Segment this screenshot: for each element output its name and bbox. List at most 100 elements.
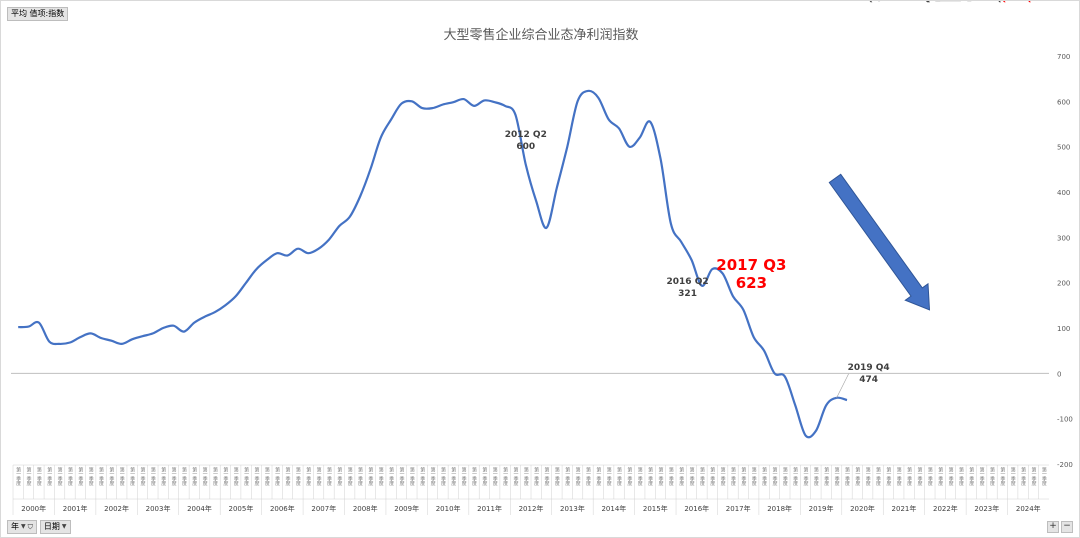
quarter-tick-label: 第一季度 xyxy=(844,466,850,487)
quarter-tick-label: 第一季度 xyxy=(720,466,726,487)
expand-collapse-buttons: + − xyxy=(1047,521,1073,533)
year-tick-label: 2017年 xyxy=(726,504,751,513)
quarter-tick-label: 第一季度 xyxy=(233,466,239,487)
quarter-tick-label: 第一季度 xyxy=(171,466,177,487)
quarter-tick-label: 第一季度 xyxy=(409,466,415,487)
annotation-label: 2016 Q2 xyxy=(667,277,709,287)
year-tick-label: 2007年 xyxy=(311,504,336,513)
y-tick-label: 100 xyxy=(1057,325,1070,333)
quarter-tick-label: 第一季度 xyxy=(658,466,664,487)
year-tick-label: 2023年 xyxy=(974,504,999,513)
quarter-tick-label: 第一季度 xyxy=(896,466,902,487)
quarter-tick-label: 第一季度 xyxy=(378,466,384,487)
y-tick-label: -200 xyxy=(1057,461,1073,469)
axis-field-buttons: 年 ▼ ⛉ 日期 ▼ xyxy=(7,520,71,534)
quarter-tick-label: 第一季度 xyxy=(544,466,550,487)
quarter-tick-label: 第一季度 xyxy=(512,466,518,487)
y-tick-label: 300 xyxy=(1057,234,1070,242)
quarter-tick-label: 第一季度 xyxy=(471,466,477,487)
annotation-label: 2019 Q4 xyxy=(848,363,890,373)
quarter-tick-label: 第一季度 xyxy=(751,466,757,487)
quarter-tick-label: 第一季度 xyxy=(36,466,42,487)
quarter-tick-label: 第一季度 xyxy=(865,466,871,487)
quarter-tick-label: 第一季度 xyxy=(295,466,301,487)
annotation-label: 2012 Q2 xyxy=(505,130,547,140)
quarter-tick-label: 第一季度 xyxy=(554,466,560,487)
annotation-value: 474 xyxy=(859,375,878,385)
quarter-tick-label: 第一季度 xyxy=(1041,466,1047,487)
quarter-tick-label: 第一季度 xyxy=(222,466,228,487)
quarter-tick-label: 第一季度 xyxy=(129,466,135,487)
annotation-label: 2023 Q1 xyxy=(966,1,1008,4)
quarter-tick-label: 第一季度 xyxy=(202,466,208,487)
quarter-tick-label: 第一季度 xyxy=(264,466,270,487)
year-tick-label: 2015年 xyxy=(643,504,668,513)
quarter-tick-label: 第一季度 xyxy=(989,466,995,487)
quarter-tick-label: 第一季度 xyxy=(606,466,612,487)
quarter-tick-label: 第一季度 xyxy=(440,466,446,487)
annotation-value: 193 xyxy=(851,1,870,4)
value-field-button[interactable]: 平均 值项:指数 xyxy=(7,7,69,21)
quarter-tick-label: 第一季度 xyxy=(119,466,125,487)
year-tick-label: 2002年 xyxy=(104,504,129,513)
quarter-tick-label: 第一季度 xyxy=(616,466,622,487)
year-tick-label: 2006年 xyxy=(270,504,295,513)
quarter-tick-label: 第一季度 xyxy=(243,466,249,487)
quarter-tick-label: 第一季度 xyxy=(771,466,777,487)
date-field-button[interactable]: 日期 ▼ xyxy=(39,520,71,534)
year-tick-label: 2010年 xyxy=(436,504,461,513)
quarter-tick-label: 第一季度 xyxy=(803,466,809,487)
annotation-value: -59 xyxy=(1011,1,1027,4)
quarter-tick-label: 第一季度 xyxy=(740,466,746,487)
quarter-tick-label: 第一季度 xyxy=(461,466,467,487)
quarter-tick-label: 第一季度 xyxy=(347,466,353,487)
quarter-tick-label: 第一季度 xyxy=(1020,466,1026,487)
annotation-value: -137 xyxy=(904,1,927,4)
quarter-tick-label: 第一季度 xyxy=(150,466,156,487)
filter-icon: ⛉ xyxy=(27,523,33,531)
annotation-label: 2023Q4 xyxy=(974,1,1013,4)
year-tick-label: 2022年 xyxy=(933,504,958,513)
annotation-leader-line xyxy=(836,373,849,398)
quarter-tick-label: 第一季度 xyxy=(326,466,332,487)
quarter-tick-label: 第一季度 xyxy=(212,466,218,487)
year-tick-label: 2001年 xyxy=(63,504,88,513)
quarter-tick-label: 第一季度 xyxy=(979,466,985,487)
quarter-tick-label: 第一季度 xyxy=(958,466,964,487)
series-line xyxy=(18,89,848,439)
quarter-tick-label: 第一季度 xyxy=(140,466,146,487)
quarter-tick-label: 第一季度 xyxy=(564,466,570,487)
quarter-tick-label: 第一季度 xyxy=(285,466,291,487)
quarter-tick-label: 第一季度 xyxy=(948,466,954,487)
expand-button[interactable]: + xyxy=(1047,521,1059,533)
trend-arrow-icon xyxy=(828,173,931,311)
quarter-tick-label: 第一季度 xyxy=(999,466,1005,487)
quarter-tick-label: 第一季度 xyxy=(305,466,311,487)
quarter-tick-label: 第一季度 xyxy=(709,466,715,487)
quarter-tick-label: 第一季度 xyxy=(875,466,881,487)
annotation-value: -54 xyxy=(985,1,1001,4)
collapse-button[interactable]: − xyxy=(1061,521,1073,533)
quarter-tick-label: 第一季度 xyxy=(1030,466,1036,487)
y-tick-label: 200 xyxy=(1057,280,1070,288)
quarter-tick-label: 第一季度 xyxy=(316,466,322,487)
annotation-value: -7 xyxy=(911,1,921,4)
quarter-tick-label: 第一季度 xyxy=(533,466,539,487)
year-tick-label: 2000年 xyxy=(21,504,46,513)
quarter-tick-label: 第一季度 xyxy=(88,466,94,487)
year-field-button[interactable]: 年 ▼ ⛉ xyxy=(7,520,37,534)
quarter-tick-label: 第一季度 xyxy=(678,466,684,487)
y-tick-label: 0 xyxy=(1057,370,1061,378)
year-tick-label: 2011年 xyxy=(477,504,502,513)
quarter-tick-label: 第一季度 xyxy=(357,466,363,487)
year-tick-label: 2016年 xyxy=(684,504,709,513)
quarter-tick-label: 第一季度 xyxy=(46,466,52,487)
quarter-tick-label: 第一季度 xyxy=(502,466,508,487)
year-tick-label: 2020年 xyxy=(850,504,875,513)
quarter-tick-label: 第一季度 xyxy=(336,466,342,487)
quarter-tick-label: 第一季度 xyxy=(699,466,705,487)
quarter-tick-label: 第一季度 xyxy=(813,466,819,487)
quarter-tick-label: 第一季度 xyxy=(77,466,83,487)
quarter-tick-label: 第一季度 xyxy=(274,466,280,487)
